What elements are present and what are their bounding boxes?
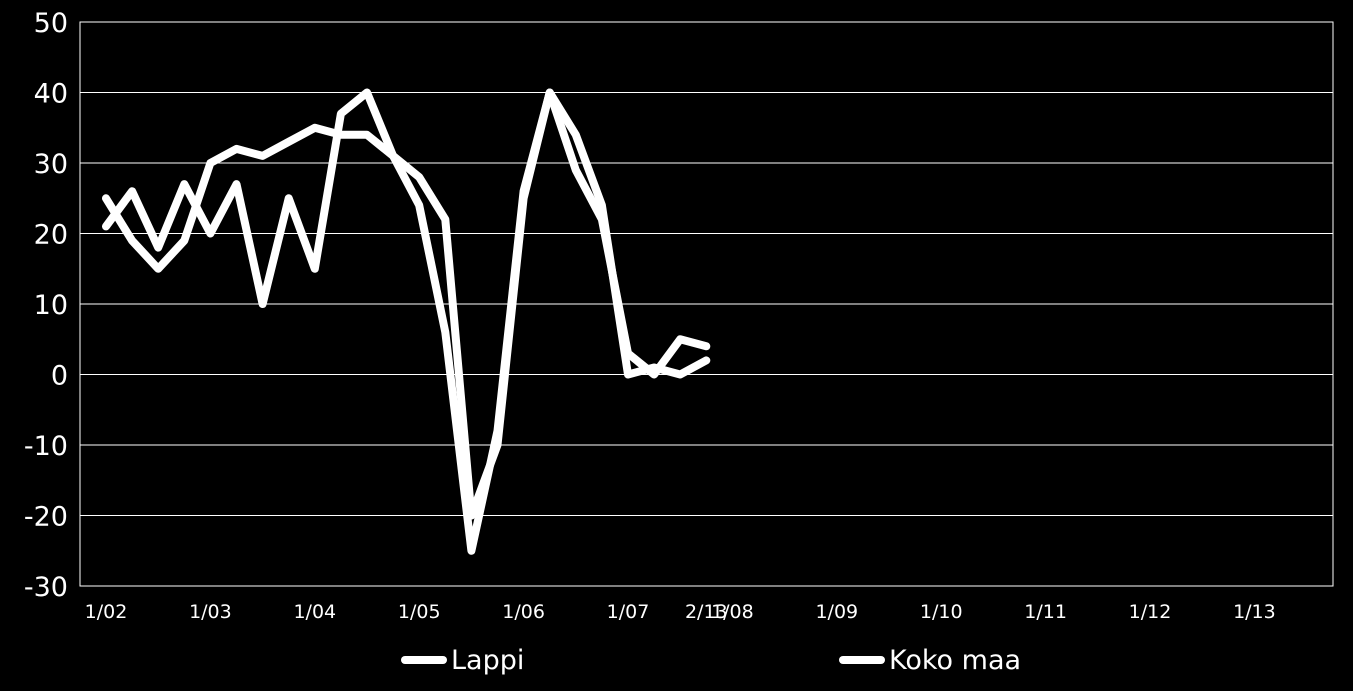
series-lines xyxy=(102,88,711,555)
legend-item-koko-maa: Koko maa xyxy=(839,640,1021,680)
y-tick-label: 20 xyxy=(34,220,68,251)
legend-swatch-koko-maa xyxy=(839,656,885,664)
x-tick-label: 1/05 xyxy=(398,601,441,623)
legend-item-lappi: Lappi xyxy=(401,640,524,680)
legend-swatch-lappi xyxy=(401,656,447,664)
y-tick-label: -10 xyxy=(24,431,68,462)
y-axis-tick-labels: 50 40 30 20 10 0 -10 -20 -30 xyxy=(24,8,68,603)
x-tick-label: 1/12 xyxy=(1129,601,1172,623)
x-tick-label: 1/03 xyxy=(189,601,232,623)
x-tick-label: 1/09 xyxy=(815,601,858,623)
y-tick-label: 10 xyxy=(34,290,68,321)
x-tick-label: 1/06 xyxy=(502,601,545,623)
y-tick-label: 30 xyxy=(34,149,68,180)
x-tick-label: 1/04 xyxy=(293,601,336,623)
x-tick-label: 1/02 xyxy=(85,601,128,623)
y-tick-label: -20 xyxy=(24,502,68,533)
x-axis-tick-labels: 1/02 1/03 1/04 1/05 1/06 1/07 1/08 1/09 1/10 1/11… xyxy=(85,601,1276,623)
legend-label-lappi: Lappi xyxy=(451,644,525,676)
y-tick-label: 40 xyxy=(34,79,68,110)
legend-label-koko-maa: Koko maa xyxy=(889,644,1022,676)
x-tick-label: 2/13 xyxy=(685,601,728,623)
x-tick-label: 1/11 xyxy=(1024,601,1067,623)
x-tick-label: 1/13 xyxy=(1233,601,1276,623)
x-tick-label: 1/10 xyxy=(920,601,963,623)
plot-area-frame xyxy=(79,21,1334,587)
x-tick-label: 1/08 xyxy=(711,601,754,623)
x-tick-label: 1/07 xyxy=(607,601,650,623)
series-line-koko-maa xyxy=(102,88,711,520)
y-tick-label: 50 xyxy=(34,8,68,39)
y-tick-label: -30 xyxy=(24,572,68,603)
y-tick-label: 0 xyxy=(51,361,68,392)
grid-lines xyxy=(80,21,1333,587)
